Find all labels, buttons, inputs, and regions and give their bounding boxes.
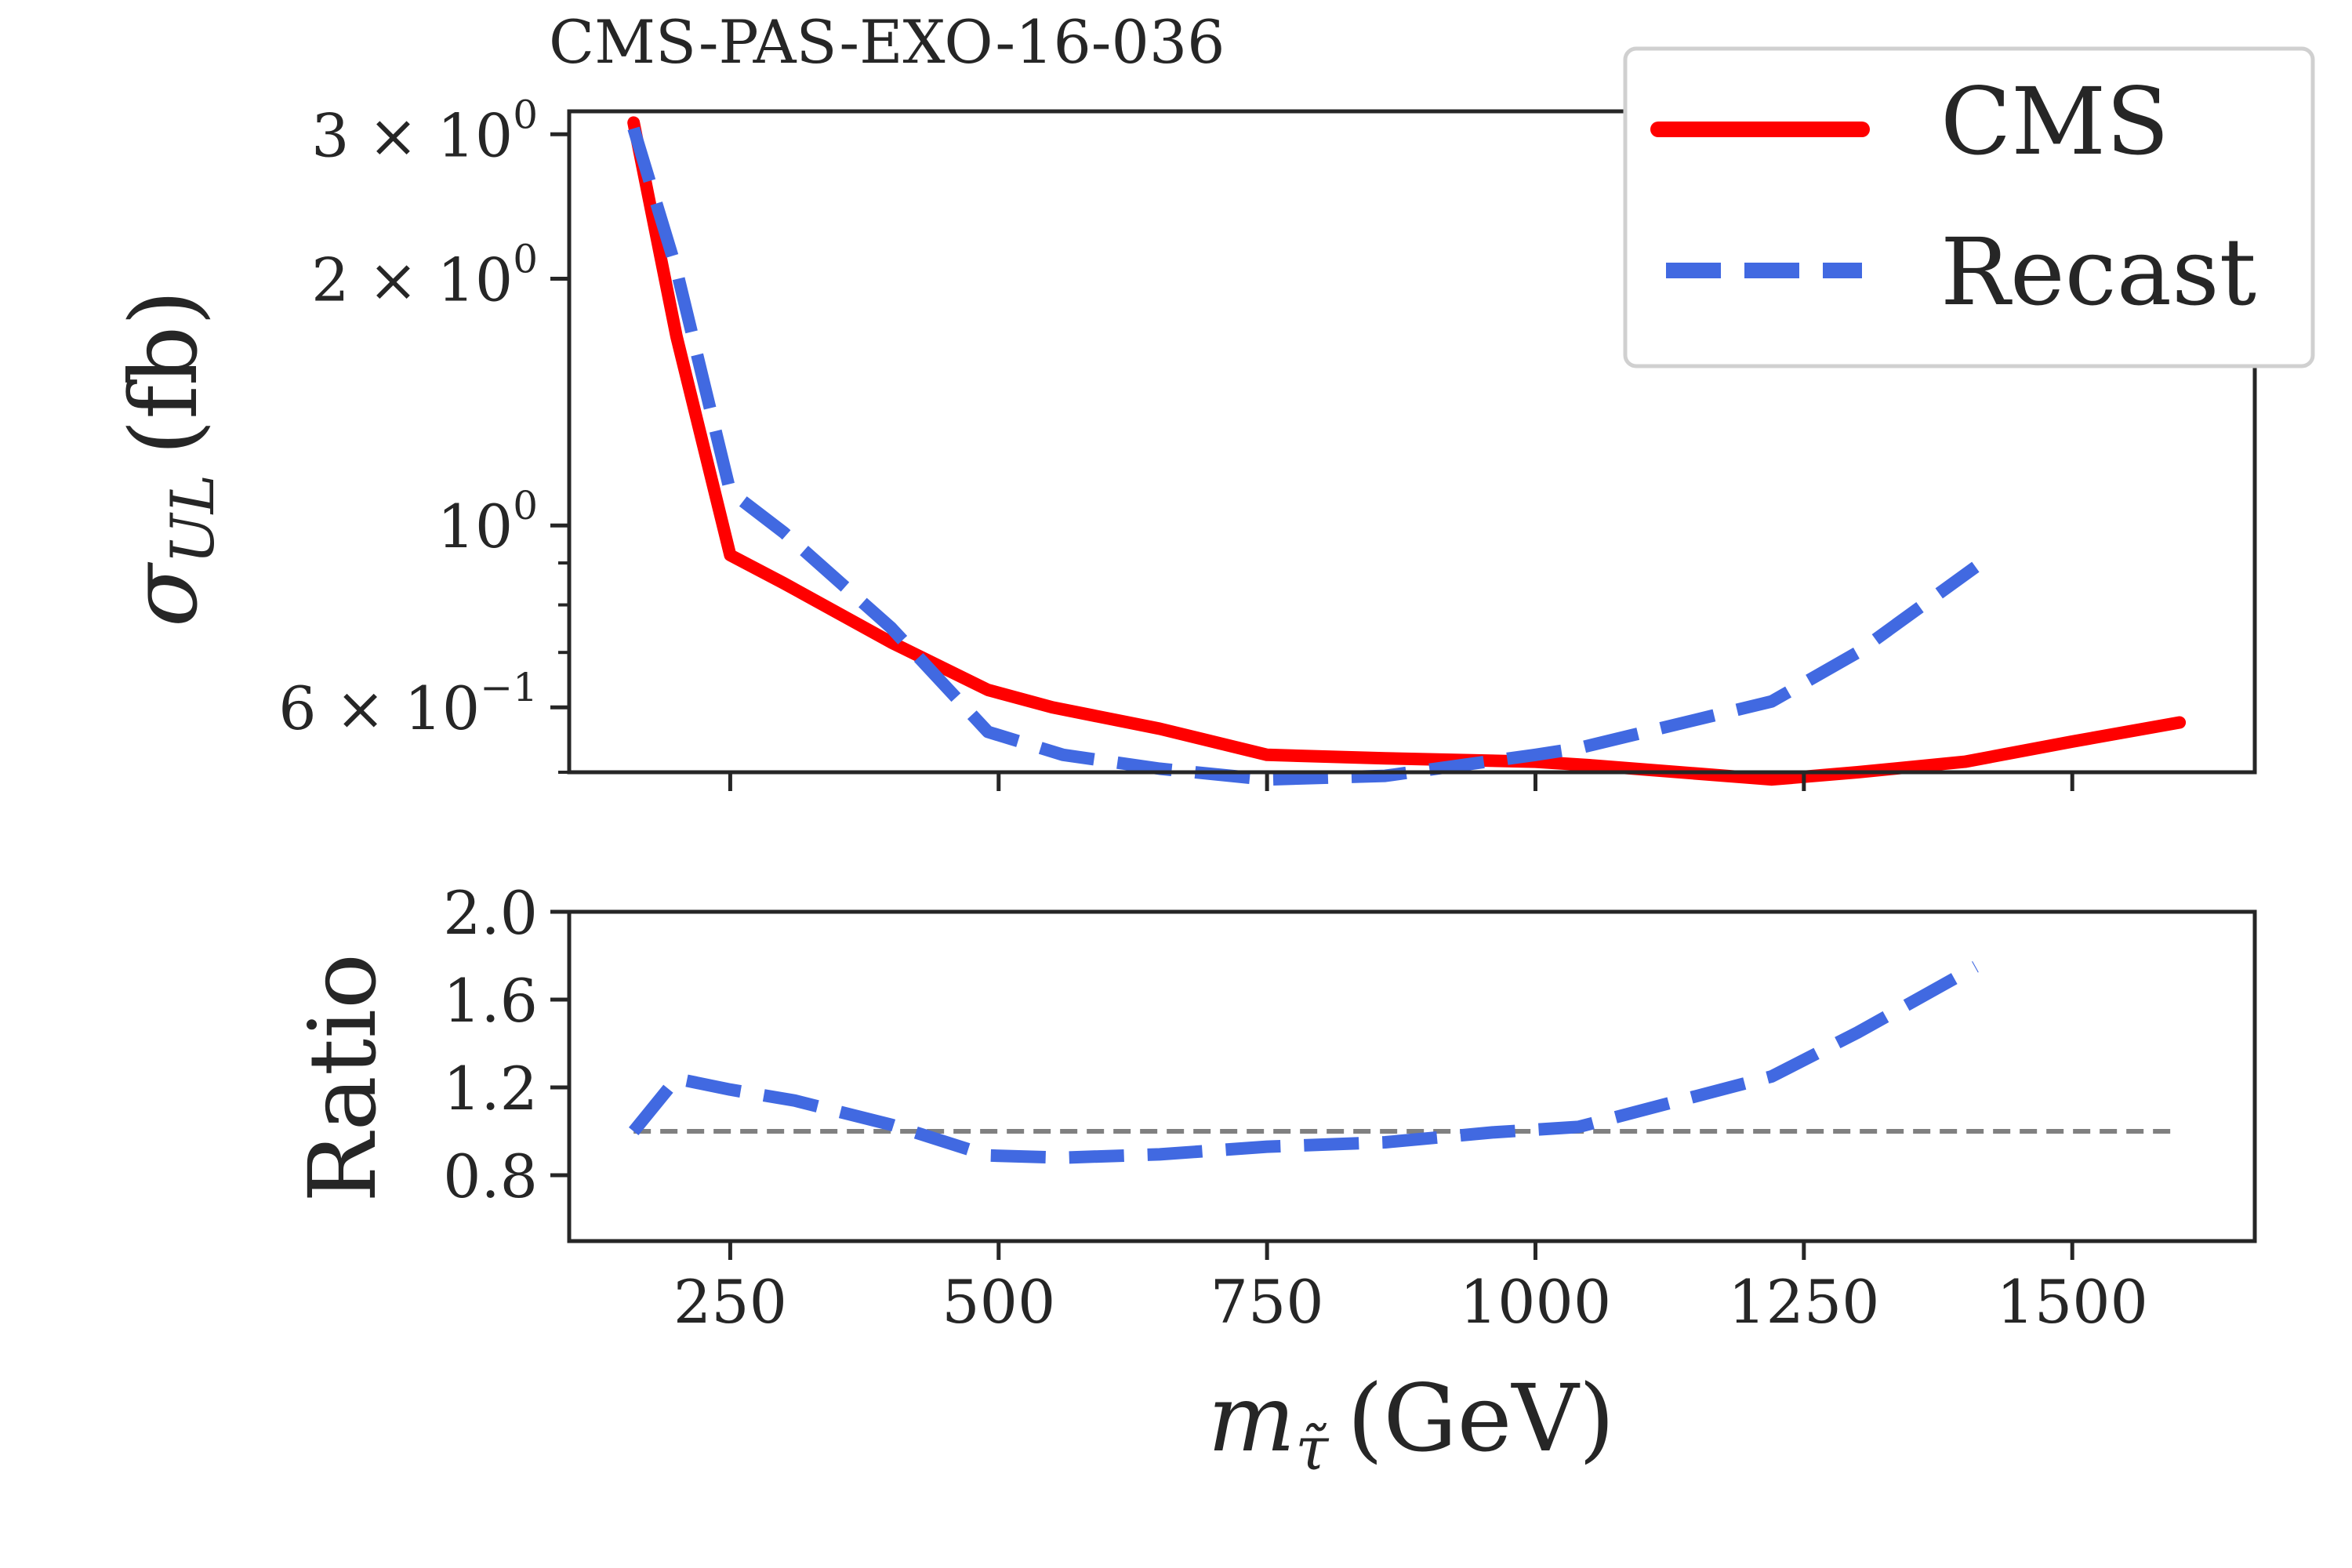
top-plot-lines [627, 116, 2187, 786]
chart-title: CMS-PAS-EXO-16-036 [549, 7, 1225, 77]
y-tick-label: 2.0 [443, 878, 538, 948]
bottom-panel: 0.8 1.2 1.6 2.0 250 500 750 1000 1250 1500 Ratio… [289, 878, 2257, 1483]
top-panel: 3 × 100 2 × 100 100 6 × 10−1 σUL(fb) CMS Re… [110, 46, 2315, 791]
x-tick-label: 1250 [1728, 1267, 1879, 1337]
y-axis-label-ratio: Ratio [289, 953, 397, 1203]
y-tick-label: 2 × 100 [311, 236, 538, 314]
x-tick-label: 750 [1210, 1267, 1324, 1337]
y-tick-label: 3 × 100 [311, 92, 538, 170]
legend-label-cms: CMS [1940, 67, 2169, 176]
y-tick-label: 1.6 [443, 966, 538, 1036]
y-axis-label-sigma: σUL(fb) [110, 290, 227, 627]
bottom-plot-lines [628, 961, 2180, 1164]
ratio-line-recast [628, 961, 1979, 1164]
x-tick-label: 250 [673, 1267, 787, 1337]
x-tick-label: 500 [942, 1267, 1055, 1337]
x-tick-label: 1500 [1996, 1267, 2147, 1337]
bottom-x-axis-ticks: 250 500 750 1000 1250 1500 [673, 1241, 2148, 1337]
y-tick-label: 6 × 10−1 [278, 665, 538, 743]
y-tick-label: 100 [437, 483, 538, 561]
top-x-axis-ticks [728, 772, 2074, 791]
legend: CMS Recast [1623, 46, 2315, 368]
x-axis-label: mτ̃ (GeV) [1207, 1364, 1614, 1483]
x-tick-label: 1000 [1460, 1267, 1611, 1337]
series-line-recast [627, 126, 1980, 786]
y-tick-label: 1.2 [443, 1054, 538, 1123]
top-y-axis-ticks: 3 × 100 2 × 100 100 6 × 10−1 [278, 92, 569, 774]
y-tick-label: 0.8 [443, 1142, 538, 1211]
series-line-cms [627, 116, 2187, 786]
top-plot-frame [567, 109, 2257, 775]
legend-label-recast: Recast [1940, 218, 2256, 326]
bottom-plot-frame [567, 909, 2257, 1243]
bottom-y-axis-ticks: 0.8 1.2 1.6 2.0 [443, 878, 569, 1211]
